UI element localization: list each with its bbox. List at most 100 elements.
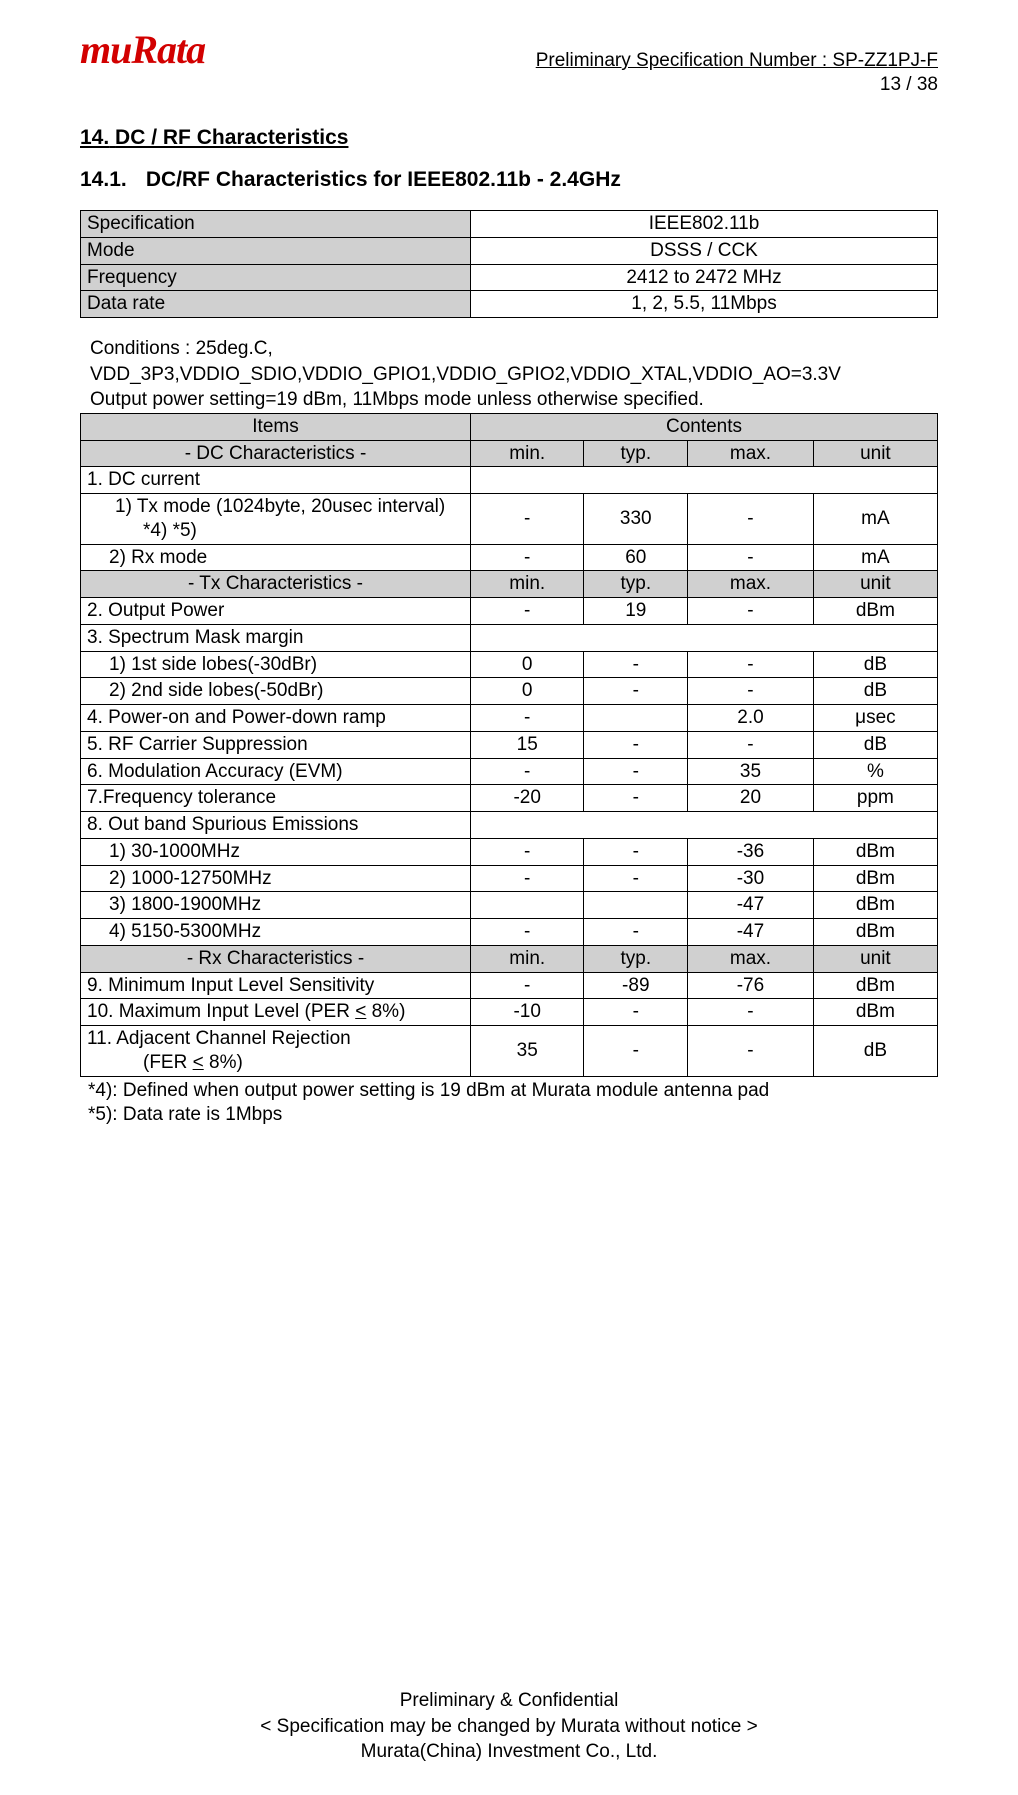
- footnotes: *4): Defined when output power setting i…: [88, 1079, 938, 1128]
- table-row: 1) 1st side lobes(-30dBr) 0 - - dB: [81, 651, 938, 678]
- item-label: 8. Out band Spurious Emissions: [81, 812, 471, 839]
- cell-min: -: [471, 598, 584, 625]
- spec-value: DSSS / CCK: [471, 237, 938, 264]
- item-label: 3) 1800-1900MHz: [81, 892, 471, 919]
- table-row: 4) 5150-5300MHz - - -47 dBm: [81, 919, 938, 946]
- spec-label: Frequency: [81, 264, 471, 291]
- cell-max: 35: [688, 758, 814, 785]
- conditions-line: Output power setting=19 dBm, 11Mbps mode…: [90, 387, 938, 413]
- conditions-line: VDD_3P3,VDDIO_SDIO,VDDIO_GPIO1,VDDIO_GPI…: [90, 362, 938, 388]
- cell-typ: -: [584, 758, 688, 785]
- cell-unit: %: [813, 758, 937, 785]
- table-row: Items Contents: [81, 413, 938, 440]
- cell-unit: dBm: [813, 598, 937, 625]
- item-label-line2: (FER < 8%): [87, 1051, 464, 1075]
- table-row: Mode DSSS / CCK: [81, 237, 938, 264]
- spec-value: IEEE802.11b: [471, 211, 938, 238]
- header-right: Preliminary Specification Number : SP-ZZ…: [80, 50, 938, 96]
- cell-min: -: [471, 972, 584, 999]
- spec-value: 1, 2, 5.5, 11Mbps: [471, 291, 938, 318]
- t: 10. Maximum Input Level (PER: [87, 1001, 355, 1022]
- table-row: 2) 1000-12750MHz - - -30 dBm: [81, 865, 938, 892]
- table-row: Frequency 2412 to 2472 MHz: [81, 264, 938, 291]
- cell-typ: -: [584, 678, 688, 705]
- section-number: 14.: [80, 126, 109, 149]
- section-heading: 14. DC / RF Characteristics: [80, 126, 938, 150]
- item-label: 9. Minimum Input Level Sensitivity: [81, 972, 471, 999]
- spec-label: Data rate: [81, 291, 471, 318]
- table-row: 9. Minimum Input Level Sensitivity - -89…: [81, 972, 938, 999]
- cell-unit: mA: [813, 544, 937, 571]
- table-row: 1) Tx mode (1024byte, 20usec interval) *…: [81, 494, 938, 545]
- cell-typ: -: [584, 785, 688, 812]
- item-label: 7.Frequency tolerance: [81, 785, 471, 812]
- table-row: Specification IEEE802.11b: [81, 211, 938, 238]
- subsection-heading: 14.1. DC/RF Characteristics for IEEE802.…: [80, 168, 938, 192]
- cell-min: 0: [471, 678, 584, 705]
- cell-min: 15: [471, 731, 584, 758]
- item-label: 1. DC current: [81, 467, 471, 494]
- spec-table: Specification IEEE802.11b Mode DSSS / CC…: [80, 210, 938, 318]
- characteristics-table: Items Contents - DC Characteristics - mi…: [80, 413, 938, 1077]
- table-row: 8. Out band Spurious Emissions: [81, 812, 938, 839]
- table-row: 1) 30-1000MHz - - -36 dBm: [81, 838, 938, 865]
- t: 8%): [366, 1001, 405, 1022]
- table-row: - Rx Characteristics - min. typ. max. un…: [81, 945, 938, 972]
- table-row: 4. Power-on and Power-down ramp - 2.0 μs…: [81, 705, 938, 732]
- table-row: 2. Output Power - 19 - dBm: [81, 598, 938, 625]
- footer-line: < Specification may be changed by Murata…: [80, 1714, 938, 1740]
- cell-unit: dBm: [813, 865, 937, 892]
- footnote-4: *4): Defined when output power setting i…: [88, 1079, 938, 1104]
- item-label: 2) 2nd side lobes(-50dBr): [81, 678, 471, 705]
- cell-max: -: [688, 731, 814, 758]
- spec-number: Preliminary Specification Number : SP-ZZ…: [80, 50, 938, 72]
- cell-min: -10: [471, 999, 584, 1026]
- t: <: [355, 1001, 366, 1022]
- item-label-line1: 1) Tx mode (1024byte, 20usec interval): [87, 495, 464, 519]
- cell-typ: 60: [584, 544, 688, 571]
- footer-line: Preliminary & Confidential: [80, 1688, 938, 1714]
- cell-max: -: [688, 678, 814, 705]
- col-unit: unit: [813, 945, 937, 972]
- table-row: 5. RF Carrier Suppression 15 - - dB: [81, 731, 938, 758]
- cell-max: 20: [688, 785, 814, 812]
- item-label: 11. Adjacent Channel Rejection (FER < 8%…: [81, 1026, 471, 1077]
- cell-min: -: [471, 705, 584, 732]
- cell-typ: 19: [584, 598, 688, 625]
- table-row: 2) Rx mode - 60 - mA: [81, 544, 938, 571]
- spec-value: 2412 to 2472 MHz: [471, 264, 938, 291]
- cell-max: -36: [688, 838, 814, 865]
- cell-typ: -: [584, 865, 688, 892]
- table-row: 1. DC current: [81, 467, 938, 494]
- t: (FER: [143, 1052, 193, 1073]
- table-row: - DC Characteristics - min. typ. max. un…: [81, 440, 938, 467]
- cell-max: -: [688, 494, 814, 545]
- spec-label: Mode: [81, 237, 471, 264]
- cell-min: -: [471, 865, 584, 892]
- footnote-5: *5): Data rate is 1Mbps: [88, 1103, 938, 1128]
- table-row: 6. Modulation Accuracy (EVM) - - 35 %: [81, 758, 938, 785]
- table-row: 7.Frequency tolerance -20 - 20 ppm: [81, 785, 938, 812]
- cell-min: -: [471, 544, 584, 571]
- cell-unit: ppm: [813, 785, 937, 812]
- cell-unit: mA: [813, 494, 937, 545]
- cell-typ: -: [584, 1026, 688, 1077]
- spec-label: Specification: [81, 211, 471, 238]
- footer-line: Murata(China) Investment Co., Ltd.: [80, 1739, 938, 1765]
- cell-min: -20: [471, 785, 584, 812]
- cell-unit: dBm: [813, 919, 937, 946]
- cell-max: -47: [688, 919, 814, 946]
- cell-max: -: [688, 598, 814, 625]
- col-min: min.: [471, 571, 584, 598]
- item-label-line2: *4) *5): [87, 519, 464, 543]
- empty-cell: [471, 812, 938, 839]
- col-unit: unit: [813, 571, 937, 598]
- cell-max: -47: [688, 892, 814, 919]
- cell-min: -: [471, 494, 584, 545]
- item-label: 1) 30-1000MHz: [81, 838, 471, 865]
- cell-unit: dB: [813, 651, 937, 678]
- item-label: 1) 1st side lobes(-30dBr): [81, 651, 471, 678]
- table-row: 10. Maximum Input Level (PER < 8%) -10 -…: [81, 999, 938, 1026]
- empty-cell: [471, 467, 938, 494]
- subsection-number: 14.1.: [80, 168, 140, 192]
